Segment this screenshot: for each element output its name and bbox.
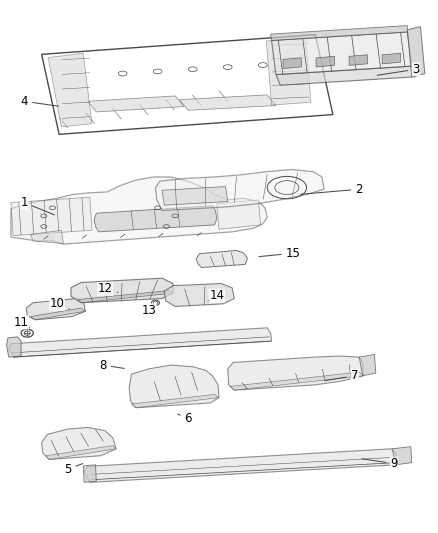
Text: 12: 12 — [98, 282, 118, 295]
Polygon shape — [272, 32, 412, 75]
Polygon shape — [217, 200, 261, 229]
Polygon shape — [84, 449, 396, 482]
Polygon shape — [31, 230, 64, 244]
Text: 10: 10 — [49, 297, 70, 310]
Polygon shape — [155, 169, 324, 211]
Polygon shape — [228, 356, 364, 390]
Polygon shape — [359, 354, 376, 376]
Polygon shape — [271, 26, 407, 41]
Polygon shape — [230, 372, 364, 390]
Text: 14: 14 — [208, 289, 224, 302]
Polygon shape — [276, 66, 416, 85]
Text: 4: 4 — [20, 95, 59, 108]
Text: 11: 11 — [14, 316, 30, 329]
Polygon shape — [31, 308, 85, 320]
Polygon shape — [48, 53, 92, 127]
Polygon shape — [283, 58, 301, 69]
Polygon shape — [94, 206, 217, 232]
Text: 8: 8 — [99, 359, 124, 372]
Polygon shape — [129, 365, 219, 408]
Polygon shape — [162, 187, 228, 205]
Text: 9: 9 — [362, 457, 398, 470]
Polygon shape — [266, 38, 311, 105]
Polygon shape — [7, 337, 21, 357]
Text: 5: 5 — [64, 463, 83, 475]
Polygon shape — [46, 446, 116, 459]
Polygon shape — [11, 177, 267, 244]
Polygon shape — [83, 465, 96, 482]
Polygon shape — [11, 197, 92, 236]
Polygon shape — [164, 284, 234, 306]
Polygon shape — [88, 96, 184, 112]
Polygon shape — [71, 278, 173, 303]
Text: 15: 15 — [259, 247, 301, 260]
Polygon shape — [78, 290, 173, 303]
Polygon shape — [9, 328, 272, 357]
Polygon shape — [196, 251, 247, 268]
Polygon shape — [392, 447, 412, 465]
Text: 13: 13 — [141, 304, 156, 317]
Text: 7: 7 — [325, 369, 359, 382]
Text: 6: 6 — [178, 412, 192, 425]
Polygon shape — [131, 394, 219, 408]
Polygon shape — [180, 95, 276, 110]
Polygon shape — [349, 55, 367, 66]
Text: 3: 3 — [377, 63, 420, 76]
Polygon shape — [407, 27, 425, 77]
Text: 1: 1 — [20, 196, 54, 215]
Polygon shape — [42, 427, 116, 459]
Polygon shape — [26, 298, 85, 320]
Text: 2: 2 — [300, 183, 363, 196]
Polygon shape — [316, 56, 335, 67]
Polygon shape — [382, 53, 400, 64]
